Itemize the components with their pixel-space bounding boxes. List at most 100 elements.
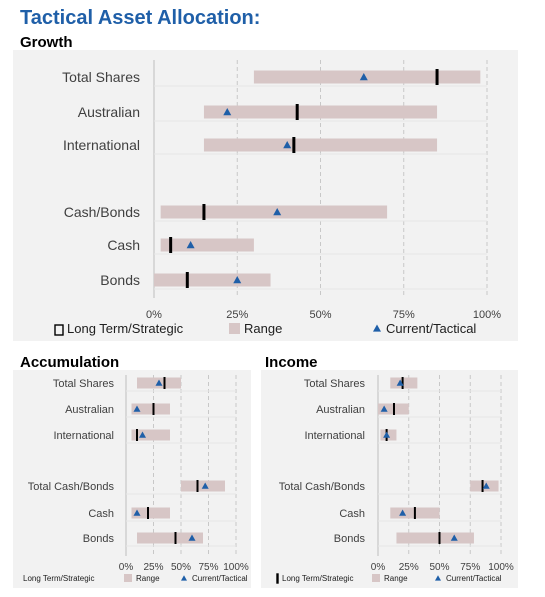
- x-tick-label: 100%: [473, 309, 501, 321]
- legend-tactical-swatch: [435, 575, 441, 581]
- range-bar-total-shares: [390, 377, 418, 389]
- category-label-bonds: Bonds: [100, 272, 140, 288]
- legend-strategic-label: Long Term/Strategic: [282, 574, 353, 583]
- category-label-international: International: [63, 137, 140, 153]
- income-heading: Income: [265, 354, 318, 371]
- strategic-marker-total-cash-bonds: [481, 480, 484, 492]
- category-label-bonds: Bonds: [334, 533, 366, 545]
- accumulation-heading: Accumulation: [20, 354, 120, 371]
- legend-strategic-swatch: [276, 573, 279, 584]
- category-label-total-shares: Total Shares: [53, 378, 115, 390]
- tactical-marker-cash: [133, 509, 141, 516]
- range-bar-total-shares: [253, 70, 481, 84]
- x-tick-label: 0%: [119, 562, 134, 573]
- strategic-marker-cash: [147, 507, 149, 519]
- range-bar-australian: [203, 105, 438, 119]
- legend-range-label: Range: [136, 574, 160, 583]
- x-tick-label: 75%: [393, 309, 415, 321]
- tactical-marker-total-cash-bonds: [201, 482, 209, 489]
- legend-tactical-swatch: [373, 324, 381, 332]
- tactical-marker-cash: [399, 509, 407, 516]
- strategic-marker-australian: [295, 104, 299, 120]
- tactical-marker-australian: [223, 108, 232, 116]
- legend-tactical-label: Current/Tactical: [446, 574, 502, 583]
- strategic-marker-australian: [152, 403, 155, 415]
- x-tick-label: 0%: [146, 309, 162, 321]
- tactical-marker-australian: [380, 405, 388, 412]
- category-label-cash: Cash: [339, 508, 365, 520]
- growth-chart: Total Shares Australian International Cash/…: [54, 60, 501, 336]
- income-chart-panel: Total Shares Australian International Total…: [261, 370, 518, 588]
- page-title: Tactical Asset Allocation:: [20, 7, 261, 29]
- legend-tactical-swatch: [181, 575, 187, 581]
- strategic-marker-australian: [392, 403, 395, 415]
- growth-chart-panel: Total Shares Australian International Cash/…: [13, 50, 518, 341]
- range-bar-cash-bonds: [160, 205, 388, 219]
- range-bar-australian: [131, 403, 170, 415]
- legend-strategic-label: Long Term/Strategic: [67, 321, 184, 336]
- tactical-marker-total-shares: [155, 379, 163, 386]
- legend-range-swatch: [124, 574, 132, 582]
- category-label-total-shares: Total Shares: [304, 378, 366, 390]
- legend-range-label: Range: [244, 321, 282, 336]
- tactical-marker-international: [383, 431, 391, 438]
- tactical-marker-bonds: [233, 276, 242, 284]
- legend-range-swatch: [229, 323, 240, 334]
- range-bar-bonds: [137, 532, 203, 544]
- strategic-marker-total-shares: [435, 69, 439, 85]
- tactical-marker-international: [139, 431, 146, 438]
- category-label-total-cash-bonds: Total Cash/Bonds: [28, 481, 115, 493]
- strategic-marker-cash-bonds: [202, 204, 206, 220]
- strategic-marker-cash: [169, 237, 173, 253]
- strategic-marker-bonds: [185, 272, 189, 288]
- legend-strategic-label: Long Term/Strategic: [23, 574, 94, 583]
- category-label-australian: Australian: [78, 104, 140, 120]
- category-label-international: International: [304, 430, 365, 442]
- legend-tactical-label: Current/Tactical: [386, 321, 476, 336]
- strategic-marker-international: [136, 429, 138, 441]
- tactical-marker-total-cash-bonds: [482, 482, 490, 489]
- x-tick-label: 50%: [429, 562, 449, 573]
- tactical-marker-bonds: [188, 534, 196, 541]
- range-bar-international: [203, 138, 438, 152]
- x-tick-label: 25%: [143, 562, 163, 573]
- tactical-marker-australian: [133, 405, 141, 412]
- tactical-marker-international: [283, 141, 292, 149]
- strategic-marker-total-shares: [401, 377, 404, 389]
- strategic-marker-bonds: [174, 532, 177, 544]
- strategic-marker-total-shares: [163, 377, 166, 389]
- growth-heading: Growth: [20, 34, 73, 51]
- tactical-marker-total-shares: [396, 379, 404, 386]
- category-label-total-shares: Total Shares: [62, 69, 140, 85]
- x-tick-label: 25%: [399, 562, 419, 573]
- legend-strategic-swatch: [54, 324, 64, 336]
- range-bar-bonds: [154, 273, 271, 287]
- x-tick-label: 75%: [460, 562, 480, 573]
- strategic-marker-cash: [413, 507, 416, 519]
- category-label-australian: Australian: [65, 404, 114, 416]
- strategic-marker-bonds: [438, 532, 441, 544]
- legend-tactical-label: Current/Tactical: [192, 574, 248, 583]
- category-label-australian: Australian: [316, 404, 365, 416]
- category-label-total-cash-bonds: Total Cash/Bonds: [279, 481, 366, 493]
- tactical-marker-bonds: [450, 534, 458, 541]
- tactical-marker-total-shares: [359, 73, 368, 81]
- category-label-cash-bonds: Cash/Bonds: [64, 204, 140, 220]
- legend-range-label: Range: [384, 574, 408, 583]
- strategic-marker-international: [292, 137, 296, 153]
- tactical-marker-cash: [186, 241, 195, 249]
- category-label-international: International: [53, 430, 114, 442]
- range-bar-cash: [160, 238, 254, 252]
- range-bar-bonds: [396, 532, 474, 544]
- x-tick-label: 100%: [223, 562, 249, 573]
- x-tick-label: 75%: [198, 562, 218, 573]
- category-label-cash: Cash: [107, 237, 140, 253]
- range-bar-international: [131, 429, 170, 441]
- x-tick-label: 100%: [488, 562, 514, 573]
- x-tick-label: 25%: [226, 309, 248, 321]
- range-bar-total-cash-bonds: [181, 480, 225, 492]
- tactical-marker-cash-bonds: [273, 208, 282, 216]
- x-tick-label: 50%: [309, 309, 331, 321]
- x-tick-label: 50%: [171, 562, 191, 573]
- legend-range-swatch: [372, 574, 380, 582]
